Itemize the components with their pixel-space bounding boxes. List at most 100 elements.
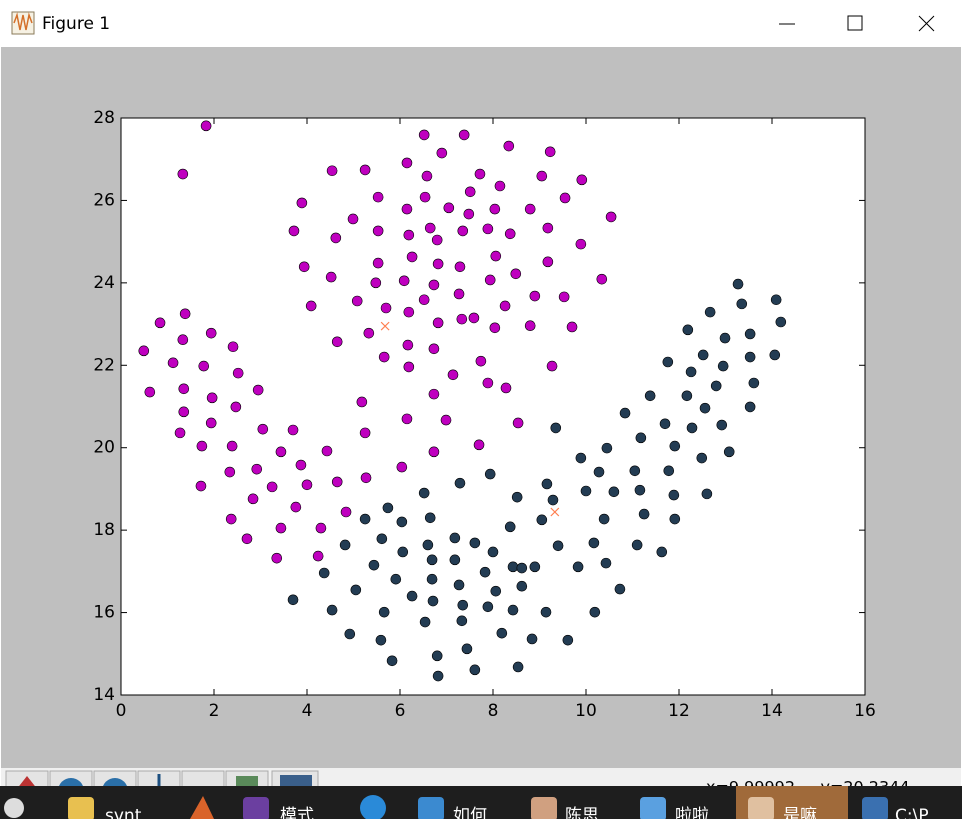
- point: [681, 390, 693, 402]
- point: [469, 537, 481, 549]
- point: [347, 213, 359, 225]
- point: [296, 197, 308, 209]
- task-icon[interactable]: [531, 797, 557, 819]
- point: [704, 306, 716, 318]
- close-button[interactable]: [918, 15, 935, 32]
- point: [368, 559, 380, 571]
- task-label[interactable]: 啦啦: [675, 806, 709, 819]
- point: [419, 191, 431, 203]
- point: [372, 191, 384, 203]
- task-icon[interactable]: [68, 797, 94, 819]
- point: [401, 203, 413, 215]
- task-icon[interactable]: [243, 797, 269, 819]
- point: [512, 417, 524, 429]
- point: [359, 164, 371, 176]
- point: [468, 312, 480, 324]
- point: [699, 402, 711, 414]
- y-tick-label: 24: [93, 273, 115, 293]
- point: [682, 324, 694, 336]
- point: [558, 291, 570, 303]
- point: [427, 595, 439, 607]
- point: [507, 604, 519, 616]
- task-icon[interactable]: [862, 797, 888, 819]
- point: [178, 406, 190, 418]
- point: [576, 174, 588, 186]
- point: [432, 258, 444, 270]
- point: [198, 360, 210, 372]
- point: [426, 573, 438, 585]
- point: [436, 147, 448, 159]
- point: [736, 298, 748, 310]
- point: [449, 554, 461, 566]
- point: [177, 168, 189, 180]
- point: [659, 418, 671, 430]
- point: [431, 234, 443, 246]
- maximize-button[interactable]: [847, 15, 863, 31]
- point: [403, 229, 415, 241]
- point: [656, 546, 668, 558]
- point: [230, 401, 242, 413]
- point: [605, 211, 617, 223]
- point: [507, 561, 519, 573]
- point: [179, 308, 191, 320]
- point: [482, 601, 494, 613]
- point: [464, 186, 476, 198]
- point: [401, 157, 413, 169]
- point: [547, 494, 559, 506]
- point: [669, 513, 681, 525]
- point: [710, 380, 722, 392]
- point: [398, 275, 410, 287]
- task-icon[interactable]: [640, 797, 666, 819]
- point: [503, 140, 515, 152]
- app-icon: [11, 11, 35, 35]
- point: [474, 168, 486, 180]
- point: [397, 546, 409, 558]
- task-label[interactable]: 如何: [453, 806, 487, 819]
- point: [638, 508, 650, 520]
- point: [339, 539, 351, 551]
- task-icon[interactable]: [418, 797, 444, 819]
- point: [370, 277, 382, 289]
- point: [226, 440, 238, 452]
- point: [378, 351, 390, 363]
- point: [668, 489, 680, 501]
- point: [330, 232, 342, 244]
- point: [138, 345, 150, 357]
- point: [428, 446, 440, 458]
- task-label[interactable]: C:\P: [895, 806, 929, 819]
- point: [271, 552, 283, 564]
- point: [295, 459, 307, 471]
- point: [458, 129, 470, 141]
- point: [701, 488, 713, 500]
- task-label[interactable]: 是嘛: [783, 806, 817, 819]
- point: [167, 357, 179, 369]
- point: [619, 407, 631, 419]
- point: [504, 228, 516, 240]
- task-icon[interactable]: [748, 797, 774, 819]
- task-label[interactable]: 陈思: [565, 806, 599, 819]
- point: [401, 413, 413, 425]
- point: [716, 419, 728, 431]
- point: [456, 615, 468, 627]
- task-label[interactable]: 模式: [280, 806, 314, 819]
- point: [326, 165, 338, 177]
- point: [456, 313, 468, 325]
- point: [482, 377, 494, 389]
- point: [431, 650, 443, 662]
- point: [275, 522, 287, 534]
- point: [422, 539, 434, 551]
- point: [546, 360, 558, 372]
- point: [178, 383, 190, 395]
- point: [454, 261, 466, 273]
- point: [487, 546, 499, 558]
- point: [144, 386, 156, 398]
- point: [696, 452, 708, 464]
- point: [686, 422, 698, 434]
- task-label[interactable]: svnt: [105, 806, 142, 819]
- point: [717, 360, 729, 372]
- point: [224, 466, 236, 478]
- matlab-icon: [190, 796, 214, 819]
- point: [536, 170, 548, 182]
- point: [251, 463, 263, 475]
